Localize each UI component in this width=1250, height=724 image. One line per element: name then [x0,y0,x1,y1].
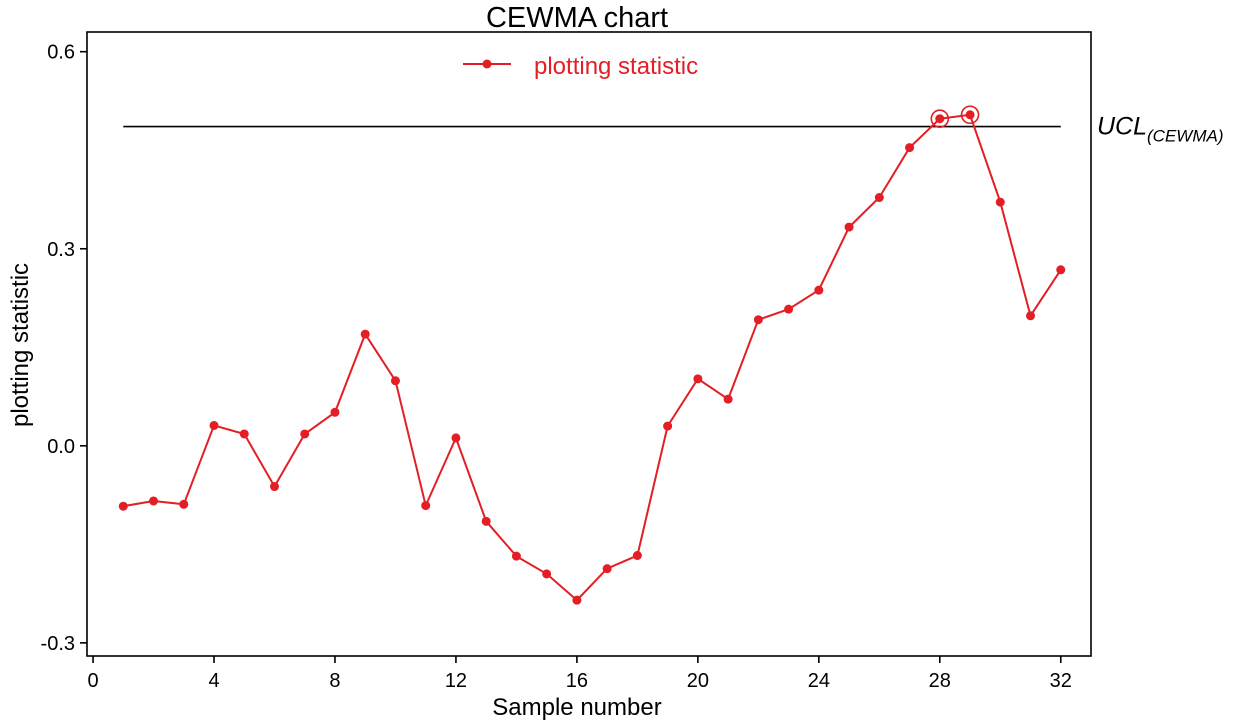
y-tick-label: -0.3 [41,633,75,655]
ucl-label-main: UCL [1097,113,1147,141]
data-point [844,222,854,232]
ucl-label: UCL(CEWMA) [1097,113,1224,146]
data-point [330,407,340,417]
data-point [269,482,279,492]
data-point [149,496,159,506]
data-point [814,285,824,295]
x-tick-label: 0 [87,670,98,692]
legend-label: plotting statistic [534,53,698,80]
x-tick-label: 12 [445,670,467,692]
data-point [300,429,310,439]
data-point [360,329,370,339]
x-tick-label: 24 [808,670,830,692]
data-point [995,197,1005,207]
data-point [421,501,431,511]
data-point [632,551,642,561]
series-line-plotting-statistic [123,113,1062,602]
data-point [753,315,763,325]
data-point [179,499,189,509]
x-tick-label: 28 [929,670,951,692]
chart-title: CEWMA chart [486,2,668,34]
data-point [390,376,400,386]
data-point [209,420,219,430]
data-point [511,551,521,561]
y-tick-label: 0.6 [47,42,75,64]
data-point [663,421,673,431]
data-point [451,433,461,443]
data-point [1026,311,1036,321]
y-tick-label: 0.0 [47,436,75,458]
data-point [602,564,612,574]
data-point [784,304,794,314]
y-axis-label: plotting statistic [7,263,34,427]
x-tick-label: 8 [329,670,340,692]
x-tick-label: 16 [566,670,588,692]
ucl-label-sub: (CEWMA) [1147,127,1223,146]
out-of-control-marker [930,109,950,129]
data-point [572,595,582,605]
x-tick-label: 20 [687,670,709,692]
data-point [1056,265,1066,275]
y-tick-label: 0.3 [47,239,75,261]
data-point [723,394,733,404]
data-point [905,143,915,153]
data-point [239,429,249,439]
out-of-control-marker [960,105,980,125]
data-point [693,374,703,384]
data-point [874,193,884,203]
x-tick-label: 4 [208,670,219,692]
plot-frame [86,31,1092,657]
data-point [965,110,975,120]
data-point [118,501,128,511]
x-tick-label: 32 [1050,670,1072,692]
data-point [935,114,945,124]
legend: plotting statistic [463,53,698,80]
data-point [542,569,552,579]
data-point [481,516,491,526]
legend-marker [482,59,492,69]
x-axis-label: Sample number [492,694,661,721]
